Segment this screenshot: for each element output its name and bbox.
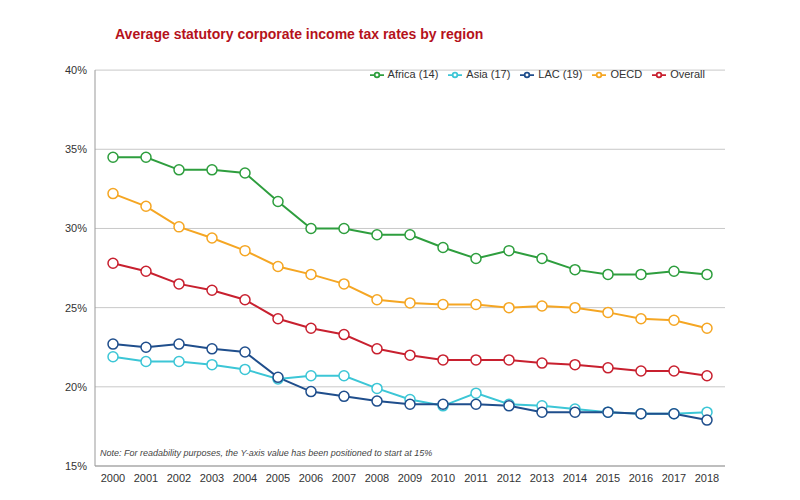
svg-text:30%: 30% bbox=[65, 222, 87, 234]
html-text:Average statutory corporate in: Average statutory corporate income tax r… bbox=[115, 26, 484, 42]
html-text:Overall: Overall bbox=[670, 68, 705, 80]
svg-text:2007: 2007 bbox=[332, 472, 356, 484]
svg-text:20%: 20% bbox=[65, 381, 87, 393]
svg-text:2017: 2017 bbox=[662, 472, 686, 484]
svg-text:2010: 2010 bbox=[431, 472, 455, 484]
svg-text:2015: 2015 bbox=[596, 472, 620, 484]
svg-text:2018: 2018 bbox=[695, 472, 719, 484]
svg-text:2003: 2003 bbox=[200, 472, 224, 484]
svg-text:2014: 2014 bbox=[563, 472, 587, 484]
svg-text:2011: 2011 bbox=[464, 472, 488, 484]
svg-text:2001: 2001 bbox=[134, 472, 158, 484]
svg-text:15%: 15% bbox=[65, 460, 87, 472]
svg-text:2005: 2005 bbox=[266, 472, 290, 484]
svg-text:2013: 2013 bbox=[530, 472, 554, 484]
svg-text:2009: 2009 bbox=[398, 472, 422, 484]
svg-text:35%: 35% bbox=[65, 143, 87, 155]
svg-text:2006: 2006 bbox=[299, 472, 323, 484]
svg-text:2004: 2004 bbox=[233, 472, 257, 484]
html-text:Asia (17): Asia (17) bbox=[466, 68, 511, 80]
svg-text:2012: 2012 bbox=[497, 472, 521, 484]
svg-text:2002: 2002 bbox=[167, 472, 191, 484]
svg-text:40%: 40% bbox=[65, 64, 87, 76]
svg-text:2016: 2016 bbox=[629, 472, 653, 484]
svg-text:2008: 2008 bbox=[365, 472, 389, 484]
html-text:Note: For readability purposes: Note: For readability purposes, the Y-ax… bbox=[100, 448, 433, 458]
html-text:Africa (14): Africa (14) bbox=[387, 68, 439, 80]
html-text:OECD: OECD bbox=[610, 68, 643, 80]
html-text:LAC (19): LAC (19) bbox=[538, 68, 583, 80]
svg-text:2000: 2000 bbox=[101, 472, 125, 484]
svg-text:25%: 25% bbox=[65, 302, 87, 314]
